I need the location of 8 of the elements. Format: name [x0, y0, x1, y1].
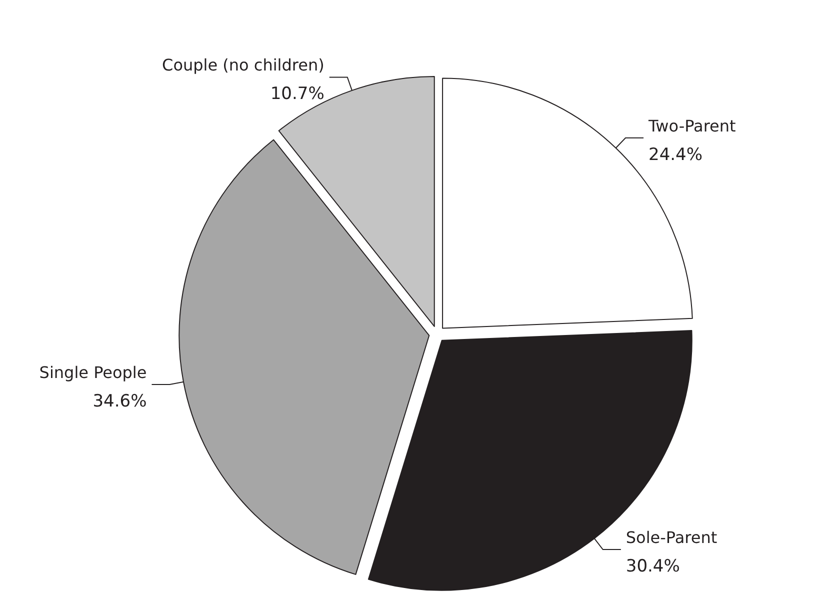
slice-label: Two-Parent [648, 116, 736, 136]
data-label: 30.4% [626, 556, 680, 577]
slice-label: Sole-Parent [626, 528, 718, 548]
data-label: 34.6% [92, 392, 147, 412]
slice-label: Couple (no children) [162, 56, 324, 75]
data-label: 10.7% [270, 84, 324, 104]
slice-label: Single People [39, 363, 147, 382]
data-label: 24.4% [648, 144, 703, 165]
